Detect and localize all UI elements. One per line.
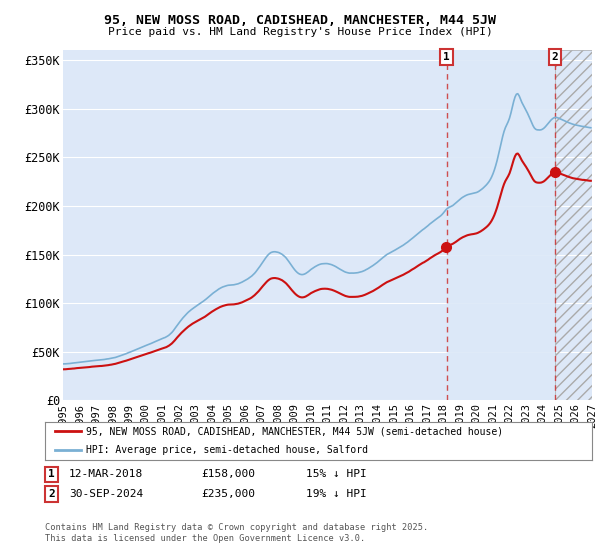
Text: Price paid vs. HM Land Registry's House Price Index (HPI): Price paid vs. HM Land Registry's House … — [107, 27, 493, 37]
Text: 30-SEP-2024: 30-SEP-2024 — [69, 489, 143, 499]
Bar — [446, 50, 555, 400]
Text: 2: 2 — [551, 52, 559, 62]
Text: 95, NEW MOSS ROAD, CADISHEAD, MANCHESTER, M44 5JW: 95, NEW MOSS ROAD, CADISHEAD, MANCHESTER… — [104, 14, 496, 27]
Bar — [555, 50, 600, 400]
Text: 2: 2 — [48, 489, 55, 499]
Text: 15% ↓ HPI: 15% ↓ HPI — [306, 469, 367, 479]
Text: 95, NEW MOSS ROAD, CADISHEAD, MANCHESTER, M44 5JW (semi-detached house): 95, NEW MOSS ROAD, CADISHEAD, MANCHESTER… — [86, 426, 503, 436]
Text: 1: 1 — [443, 52, 450, 62]
Text: £235,000: £235,000 — [201, 489, 255, 499]
Bar — [555, 50, 600, 400]
Text: Contains HM Land Registry data © Crown copyright and database right 2025.
This d: Contains HM Land Registry data © Crown c… — [45, 524, 428, 543]
Text: 12-MAR-2018: 12-MAR-2018 — [69, 469, 143, 479]
Text: 19% ↓ HPI: 19% ↓ HPI — [306, 489, 367, 499]
Text: 1: 1 — [48, 469, 55, 479]
Text: HPI: Average price, semi-detached house, Salford: HPI: Average price, semi-detached house,… — [86, 445, 368, 455]
Text: £158,000: £158,000 — [201, 469, 255, 479]
